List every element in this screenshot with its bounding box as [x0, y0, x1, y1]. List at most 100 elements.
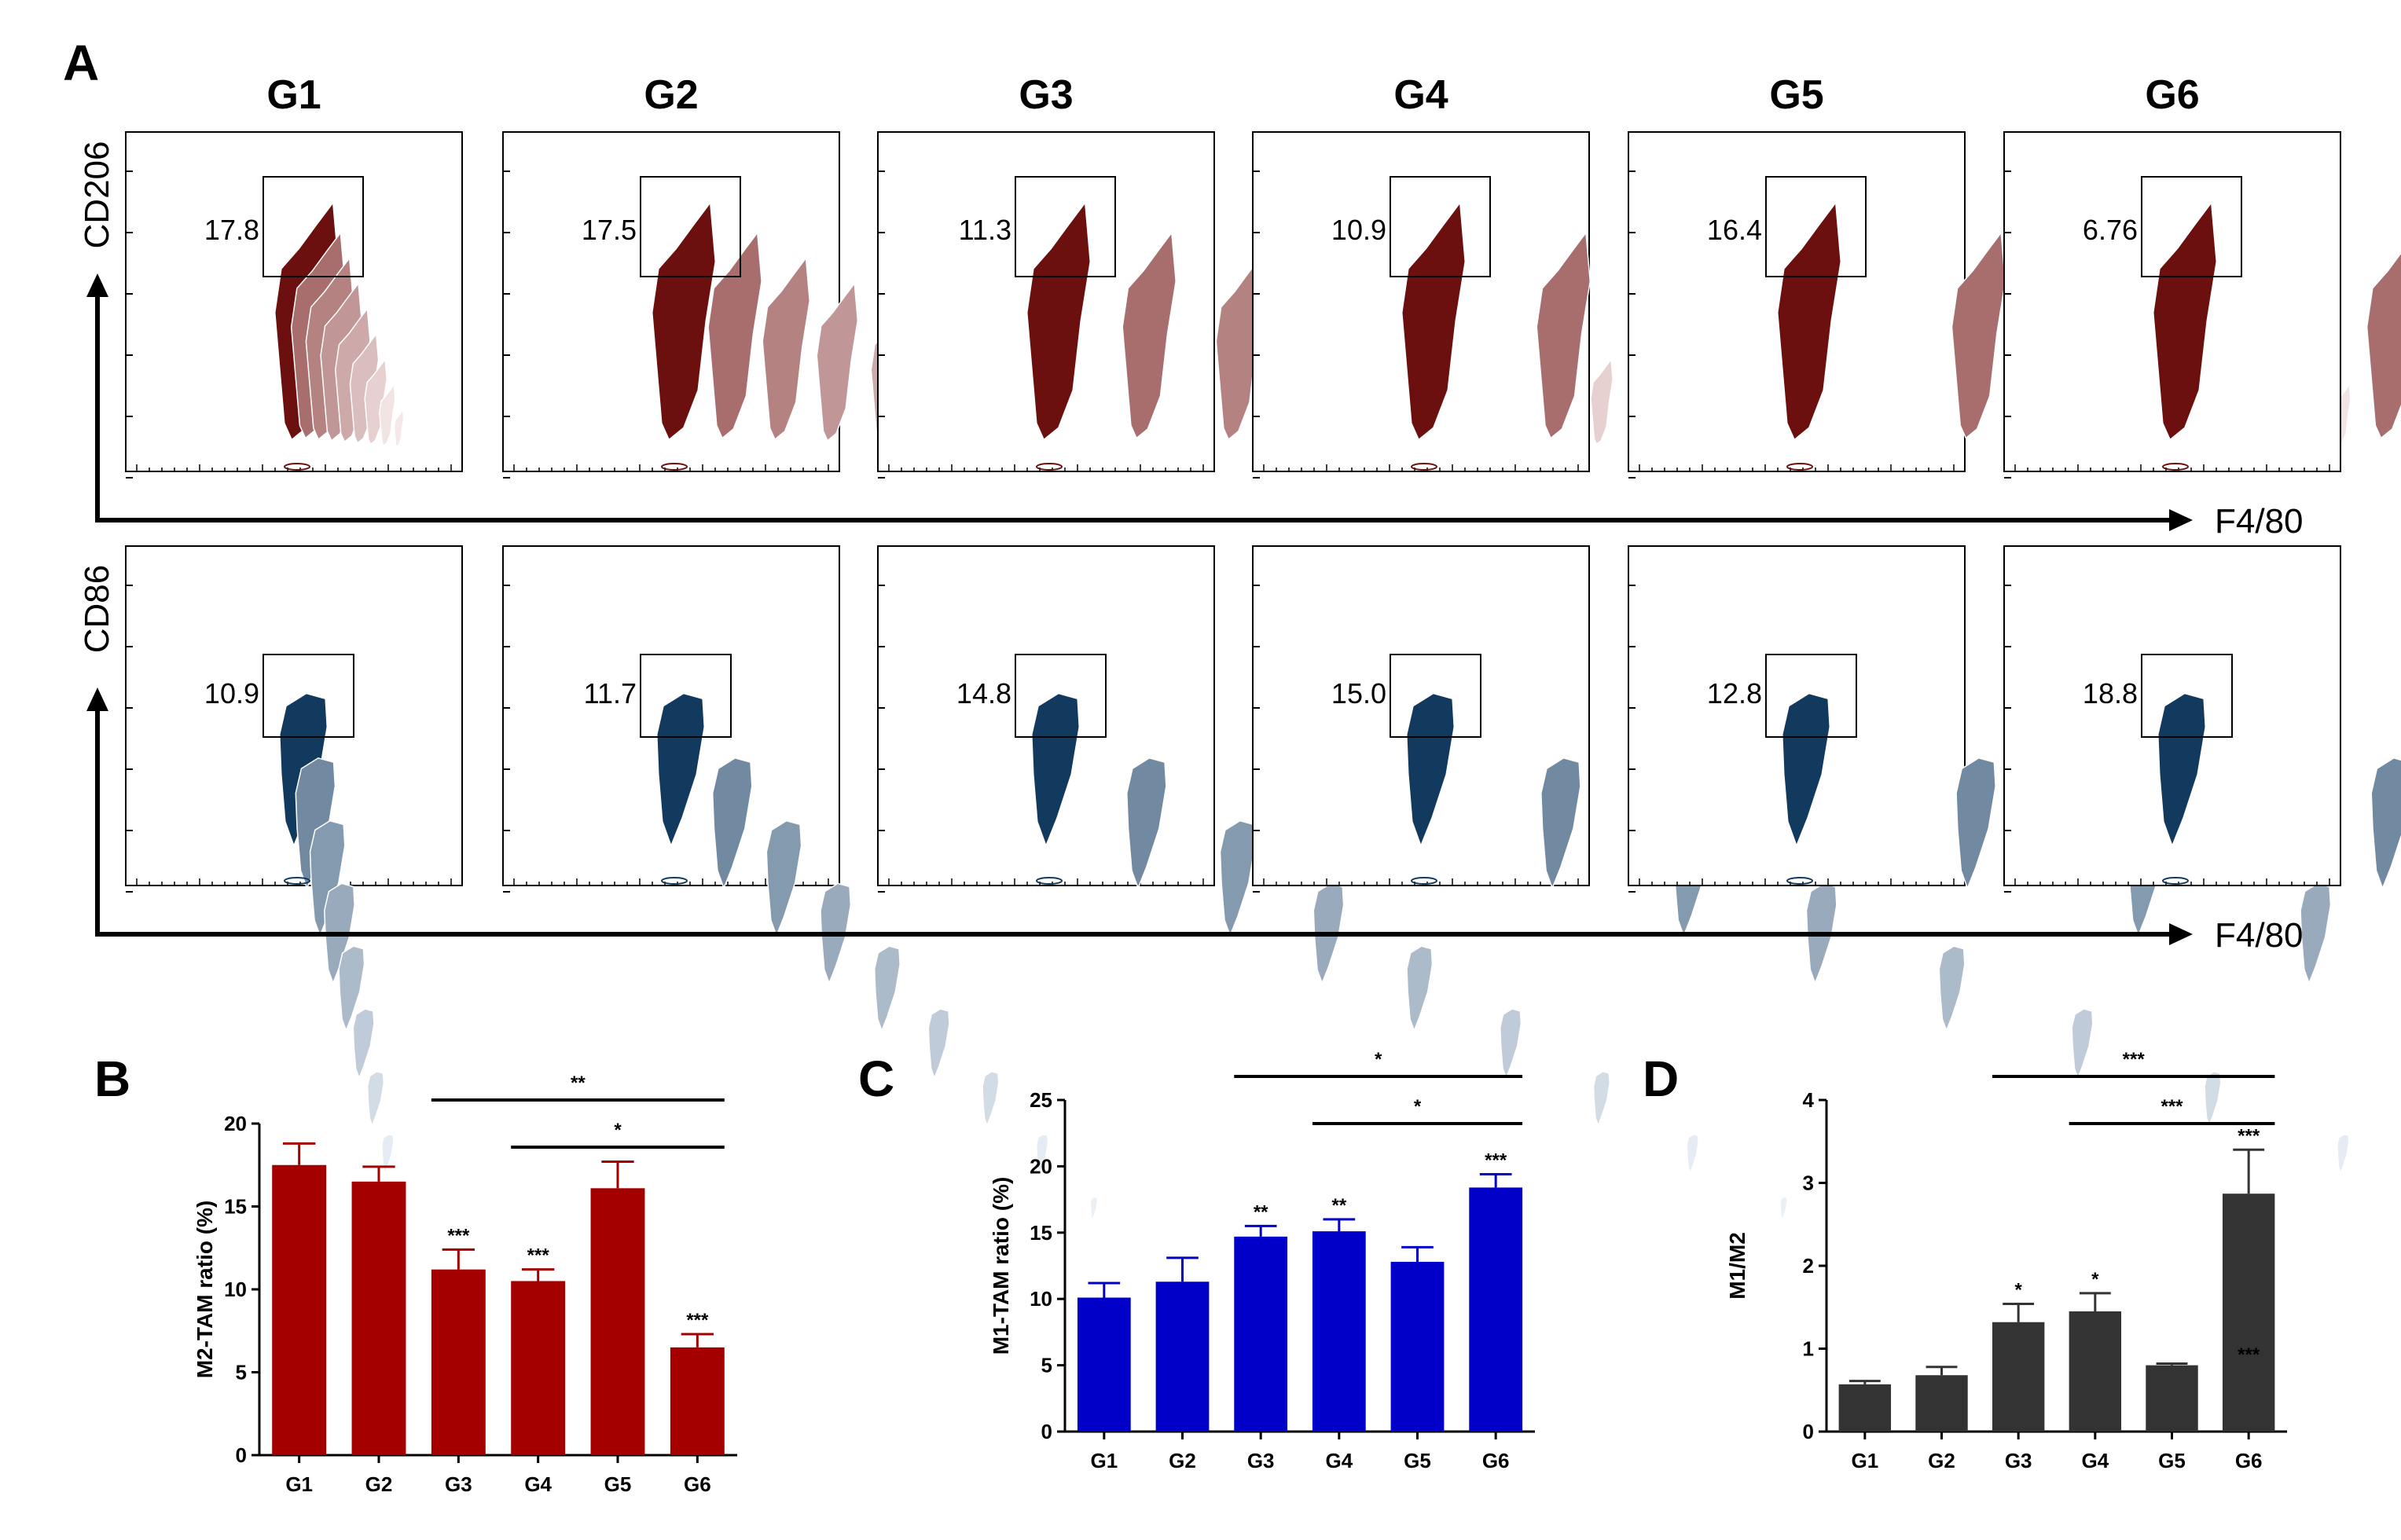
x-tick-label: G1	[1851, 1449, 1878, 1472]
inner-significance-marker: ***	[2238, 1344, 2260, 1366]
bar-g5	[590, 1188, 645, 1455]
x-tick-label: G5	[604, 1472, 632, 1496]
y-tick-label: 10	[1030, 1287, 1052, 1311]
group-title: G6	[2145, 72, 2199, 118]
bar-g2	[351, 1181, 406, 1455]
gate-box	[1390, 176, 1491, 277]
y-tick-label: 25	[1030, 1088, 1052, 1112]
group-title: G3	[1019, 72, 1073, 118]
y-tick-label: 5	[1041, 1354, 1052, 1377]
y-tick-label: 15	[224, 1195, 247, 1219]
bar-g5	[1390, 1261, 1445, 1432]
contour-ring	[657, 694, 704, 845]
gate-box	[1765, 654, 1857, 738]
contour-ring	[1590, 358, 1614, 446]
x-tick-label: G4	[1325, 1449, 1353, 1472]
contour-ring	[2158, 694, 2205, 845]
panel-label-b: B	[94, 1050, 130, 1107]
significance-marker: **	[1331, 1195, 1346, 1216]
contour-ring	[1686, 1133, 1699, 1175]
panel-label-c: C	[858, 1050, 894, 1107]
significance-marker: *	[2014, 1280, 2022, 1301]
comparison-label: *	[1375, 1049, 1382, 1070]
contour-ring	[927, 1008, 950, 1080]
bar-g3	[1992, 1322, 2045, 1432]
bar-g4	[1312, 1231, 1366, 1432]
contour-ring	[707, 231, 762, 439]
contour-ring	[2370, 757, 2401, 890]
contour-ring	[1407, 694, 1454, 845]
bar-g1	[272, 1164, 327, 1455]
x-tick-label: G4	[524, 1472, 552, 1496]
debris-contour	[1786, 877, 1813, 885]
contour-ring	[762, 256, 810, 441]
contour-ring	[1089, 1196, 1099, 1223]
contour-ring	[2337, 1133, 2350, 1175]
gate-percentage: 15.0	[1331, 677, 1386, 710]
group-title: G5	[1769, 72, 1823, 118]
bar-g2	[1915, 1375, 1968, 1432]
group-title: G1	[266, 72, 321, 118]
significance-marker: ***	[527, 1245, 550, 1267]
significance-marker: ***	[1485, 1150, 1507, 1172]
contour-ring	[1219, 820, 1256, 937]
y-tick-label: 0	[1803, 1420, 1814, 1443]
bar-chart-d: 0 1 2 3 4 M1/M2 G1 G2 G3 * G4 * G5 G6 *** *** *** ***	[1725, 1049, 2287, 1472]
contour-ring	[1779, 1196, 1788, 1223]
significance-marker: **	[1254, 1201, 1268, 1223]
contour-ring	[393, 408, 405, 448]
contour-ring	[1406, 945, 1434, 1032]
bar-g6	[1469, 1187, 1523, 1432]
comparison-label: ***	[2123, 1049, 2146, 1070]
y-axis-name: CD86	[78, 565, 116, 654]
group-title: G2	[644, 72, 698, 118]
y-tick-label: 10	[224, 1278, 247, 1301]
x-axis-name: F4/80	[2215, 916, 2304, 955]
contour-ring	[1955, 757, 1996, 890]
y-tick-label: 1	[1803, 1337, 1814, 1361]
bar-g3	[1234, 1236, 1288, 1432]
y-axis-arrowhead	[86, 688, 108, 711]
gate-percentage: 17.5	[582, 214, 637, 246]
contour-ring	[1536, 231, 1591, 439]
contour-ring	[2204, 1070, 2222, 1128]
gate-box	[2141, 654, 2233, 738]
flow-cytometry-panel: G1 G2 G3 G4 G5 G6 17.8 17.5 11.3 10.9 16.4 6.76 F4/8…	[78, 72, 2401, 1223]
bar-g1	[1077, 1297, 1131, 1432]
contour-ring	[1500, 1008, 1522, 1080]
contour-ring	[379, 383, 396, 447]
comparison-label: *	[1414, 1096, 1422, 1117]
contour-ring	[1032, 694, 1079, 845]
x-tick-label: G3	[1247, 1449, 1275, 1472]
significance-marker: *	[2091, 1269, 2099, 1290]
gate-percentage: 18.8	[2083, 677, 2138, 710]
contour-ring	[366, 1070, 385, 1128]
x-tick-label: G6	[684, 1472, 711, 1496]
contour-ring	[1782, 694, 1830, 845]
significance-marker: ***	[2238, 1125, 2260, 1146]
gate-box	[262, 176, 364, 277]
gate-box	[262, 654, 354, 738]
gate-percentage: 12.8	[1707, 677, 1762, 710]
contour-ring	[765, 820, 802, 937]
y-axis-label: M1/M2	[1725, 1232, 1749, 1300]
gate-box	[1390, 654, 1481, 738]
flow-plot: 6.76	[2003, 131, 2401, 478]
contour-ring	[2071, 1008, 2094, 1080]
gate-percentage: 17.8	[204, 214, 259, 246]
contour-ring	[2300, 882, 2332, 985]
gate-percentage: 10.9	[1331, 214, 1386, 246]
y-axis-arrowhead	[86, 273, 108, 297]
contour-ring	[1540, 757, 1581, 890]
x-tick-label: G1	[1090, 1449, 1118, 1472]
flow-plot: 15.0	[1252, 545, 2350, 1175]
contour-ring	[816, 281, 859, 442]
contour-ring	[2153, 204, 2216, 439]
debris-contour	[2162, 463, 2189, 471]
gate-box	[1015, 654, 1107, 738]
contour-ring	[381, 1133, 395, 1175]
x-tick-label: G5	[1404, 1449, 1431, 1472]
contour-ring	[1778, 204, 1841, 439]
